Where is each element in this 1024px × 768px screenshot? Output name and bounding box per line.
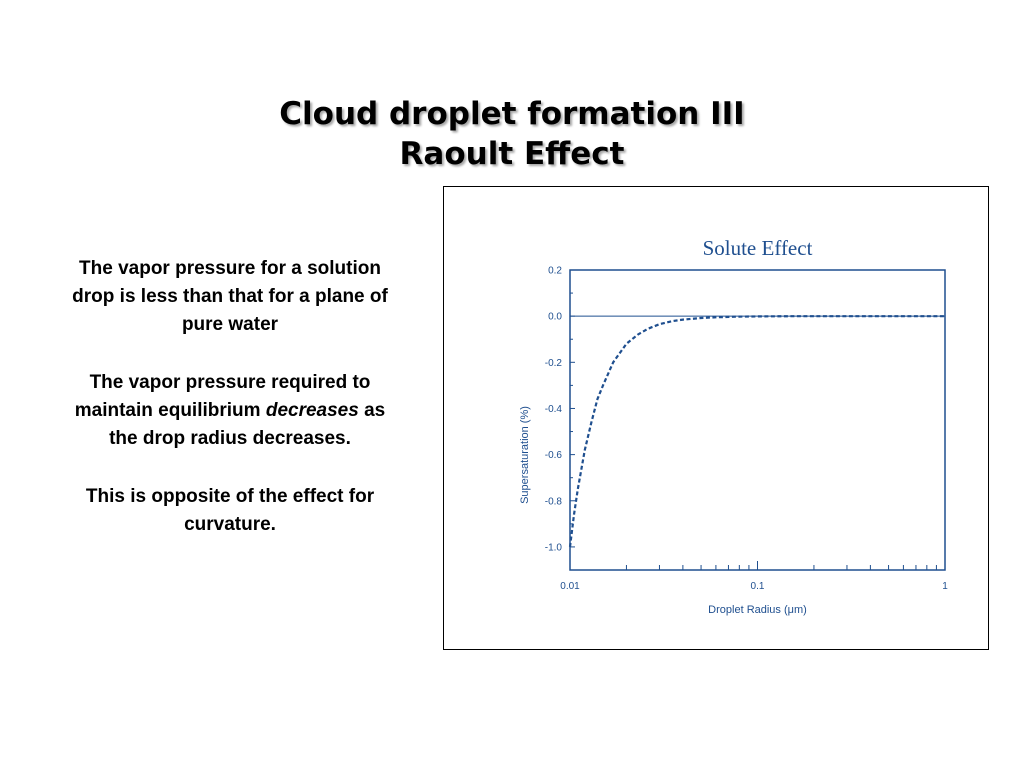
paragraph-2: The vapor pressure required to maintain …	[60, 369, 400, 453]
series-line-0	[568, 315, 945, 548]
paragraph-1: The vapor pressure for a solution drop i…	[72, 258, 388, 335]
y-tick-label: -0.6	[545, 450, 563, 461]
plot-frame	[569, 269, 946, 571]
paragraph-3: This is opposite of the effect for curva…	[85, 486, 375, 535]
y-tick-label: -0.4	[545, 404, 563, 415]
paragraph-2-emphasis: decreases	[265, 400, 359, 421]
y-axis-label: Supersaturation (%)	[519, 406, 531, 504]
body-text: The vapor pressure for a solution drop i…	[60, 255, 400, 569]
solute-effect-chart: Solute Effect 0.2 0.0 -0.2 -0.4 -0.6 -0.8 -1.0 0…	[519, 236, 948, 616]
slide-title-line2: Raoult Effect	[399, 136, 625, 172]
x-tick-label: 0.01	[560, 581, 580, 592]
x-tick-label: 1	[942, 581, 948, 592]
y-tick-label: -1.0	[545, 542, 563, 553]
paragraph-2-after: as the drop radius decreases.	[109, 400, 386, 449]
chart-title: Solute Effect	[703, 236, 813, 260]
x-tick-label: 0.1	[751, 581, 765, 592]
slide-title: Cloud droplet formation III Raoult Effec…	[0, 94, 1024, 174]
x-axis-label: Droplet Radius (μm)	[708, 604, 807, 616]
y-tick-label: -0.8	[545, 496, 563, 507]
slide-title-line1: Cloud droplet formation III	[279, 96, 745, 132]
paragraph-2-before: The vapor pressure required to maintain …	[74, 372, 371, 421]
y-tick-label: 0.0	[548, 312, 562, 323]
chart-frame: Solute Effect 0.2 0.0 -0.2 -0.4 -0.6 -0.8 -1.0 0…	[443, 186, 989, 650]
y-tick-label: -0.2	[545, 358, 563, 369]
y-tick-label: 0.2	[548, 266, 562, 277]
